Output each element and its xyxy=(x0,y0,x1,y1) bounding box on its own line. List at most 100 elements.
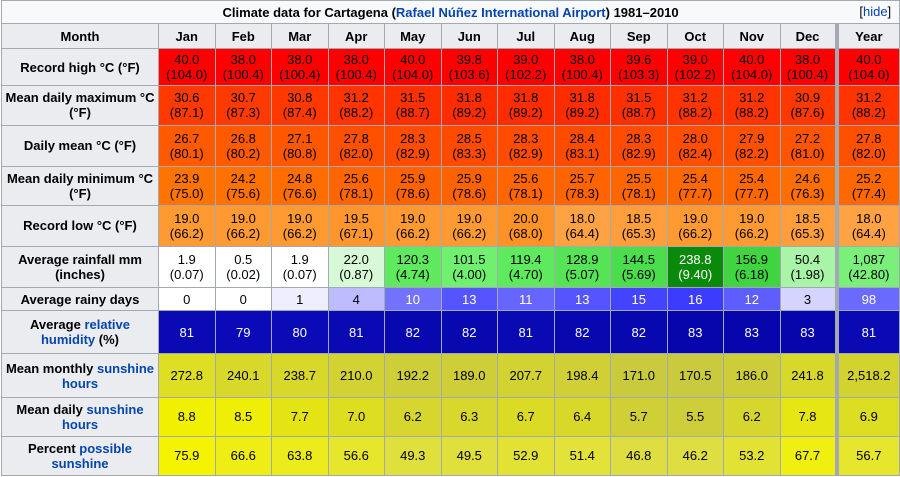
month-value-cell: 79 xyxy=(214,310,272,355)
value-celsius: 26.7 xyxy=(174,130,200,146)
value-celsius: 30.8 xyxy=(287,90,313,106)
value-celsius: 19.0 xyxy=(230,210,256,226)
relative-humidity-link[interactable]: relative humidity xyxy=(40,317,130,348)
value-celsius: 56.6 xyxy=(343,448,369,464)
sunshine-hours-link[interactable]: sunshine hours xyxy=(61,401,144,432)
value-celsius: 25.9 xyxy=(456,170,482,186)
sunshine-hours-link[interactable]: sunshine hours xyxy=(61,360,155,391)
value-secondary: (87.6) xyxy=(790,105,825,121)
value-celsius: 81 xyxy=(349,324,364,340)
value-celsius: 49.3 xyxy=(400,448,426,464)
value-secondary: (102.2) xyxy=(505,67,547,83)
value-secondary: (77.7) xyxy=(734,185,769,201)
value-celsius: 25.5 xyxy=(626,170,652,186)
month-value-cell: 24.6 (76.3) xyxy=(779,165,837,206)
month-value-cell: 6.2 xyxy=(723,396,781,437)
row-label: Daily mean °C (°F) xyxy=(1,124,159,167)
month-value-cell: 0.5 (0.02) xyxy=(214,245,272,289)
month-value-cell: 30.9 (87.6) xyxy=(779,85,837,126)
value-celsius: 25.2 xyxy=(856,170,882,186)
value-secondary: (87.1) xyxy=(169,105,204,121)
airport-link[interactable]: Rafael Núñez International Airport xyxy=(395,4,606,20)
month-value-cell: 19.0 (66.2) xyxy=(723,204,781,248)
month-header-nov: Nov xyxy=(723,23,781,50)
value-celsius: 46.2 xyxy=(682,448,708,464)
value-secondary: (66.2) xyxy=(452,225,487,241)
month-value-cell: 38.0 (100.4) xyxy=(214,48,272,87)
value-celsius: 8.5 xyxy=(234,409,253,425)
value-secondary: (1.98) xyxy=(790,267,825,283)
month-value-cell: 3 xyxy=(779,287,837,312)
month-value-cell: 38.0 (100.4) xyxy=(271,48,329,87)
value-secondary: (81.0) xyxy=(790,145,825,161)
month-value-cell: 23.9 (75.0) xyxy=(158,165,216,206)
value-celsius: 25.6 xyxy=(513,170,539,186)
value-celsius: 5.7 xyxy=(629,409,648,425)
possible-sunshine-link[interactable]: possible sunshine xyxy=(51,440,133,471)
value-celsius: 50.4 xyxy=(794,252,821,268)
month-value-cell: 18.5 (65.3) xyxy=(610,204,668,248)
value-secondary: (83.1) xyxy=(565,145,600,161)
month-header-sep: Sep xyxy=(610,23,668,50)
month-value-cell: 4 xyxy=(327,287,385,312)
value-celsius: 189.0 xyxy=(452,368,486,384)
month-value-cell: 170.5 xyxy=(666,353,724,398)
value-secondary: (100.4) xyxy=(279,67,321,83)
value-celsius: 6.9 xyxy=(859,409,878,425)
value-secondary: (87.4) xyxy=(282,105,317,121)
value-celsius: 144.5 xyxy=(622,252,656,268)
month-value-cell: 40.0 (104.0) xyxy=(384,48,442,87)
value-celsius: 31.8 xyxy=(456,90,482,106)
row-label: Mean daily minimum °C (°F) xyxy=(1,165,159,206)
year-value-cell: 2,518.2 xyxy=(834,353,900,398)
month-value-cell: 6.4 xyxy=(553,396,611,437)
value-celsius: 38.0 xyxy=(569,52,595,68)
value-celsius: 0 xyxy=(183,291,191,307)
value-celsius: 19.5 xyxy=(343,210,369,226)
month-header-oct: Oct xyxy=(666,23,724,50)
row-label: Average rainfall mm (inches) xyxy=(1,245,159,289)
month-value-cell: 31.5 (88.7) xyxy=(384,85,442,126)
month-value-cell: 31.2 (88.2) xyxy=(666,85,724,126)
hide-toggle[interactable]: [hide] xyxy=(859,4,892,19)
value-celsius: 52.9 xyxy=(513,448,539,464)
value-secondary: (4.74) xyxy=(395,267,430,283)
value-celsius: 83 xyxy=(744,324,759,340)
month-value-cell: 207.7 xyxy=(497,353,555,398)
value-secondary: (75.6) xyxy=(226,185,261,201)
month-value-cell: 25.9 (78.6) xyxy=(384,165,442,206)
month-value-cell: 238.8 (9.40) xyxy=(666,245,724,289)
value-celsius: 156.9 xyxy=(735,252,769,268)
month-value-cell: 81 xyxy=(327,310,385,355)
month-header-feb: Feb xyxy=(214,23,272,50)
month-value-cell: 51.4 xyxy=(553,435,611,477)
row-label: Average relative humidity (%) xyxy=(1,310,159,355)
row-mean-daily-min: Mean daily minimum °C (°F) 23.9 (75.0) 24.… xyxy=(1,165,900,206)
value-secondary: (88.2) xyxy=(734,105,769,121)
month-value-cell: 30.6 (87.1) xyxy=(158,85,216,126)
month-value-cell: 52.9 xyxy=(497,435,555,477)
month-value-cell: 28.3 (82.9) xyxy=(497,124,555,167)
value-celsius: 39.6 xyxy=(626,52,652,68)
value-celsius: 82 xyxy=(631,324,646,340)
month-value-cell: 1 xyxy=(271,287,329,312)
value-celsius: 6.2 xyxy=(403,409,422,425)
month-value-cell: 31.2 (88.2) xyxy=(327,85,385,126)
row-rainy-days: Average rainy days 0 0 1 4 10 13 11 13 15 16 12 3 98 xyxy=(1,287,900,312)
value-celsius: 25.6 xyxy=(343,170,369,186)
month-value-cell: 25.6 (78.1) xyxy=(497,165,555,206)
month-value-cell: 27.8 (82.0) xyxy=(327,124,385,167)
month-value-cell: 30.7 (87.3) xyxy=(214,85,272,126)
value-celsius: 56.7 xyxy=(856,448,882,464)
hide-link[interactable]: hide xyxy=(862,4,888,19)
year-value-cell: 31.2 (88.2) xyxy=(834,85,900,126)
value-celsius: 272.8 xyxy=(170,368,204,384)
month-value-cell: 31.8 (89.2) xyxy=(497,85,555,126)
value-celsius: 10 xyxy=(405,291,420,307)
month-header-dec: Dec xyxy=(779,23,837,50)
month-value-cell: 6.3 xyxy=(440,396,498,437)
value-celsius: 0.5 xyxy=(234,252,253,268)
value-secondary: (78.1) xyxy=(508,185,543,201)
month-value-cell: 49.3 xyxy=(384,435,442,477)
year-value-cell: 18.0 (64.4) xyxy=(834,204,900,248)
